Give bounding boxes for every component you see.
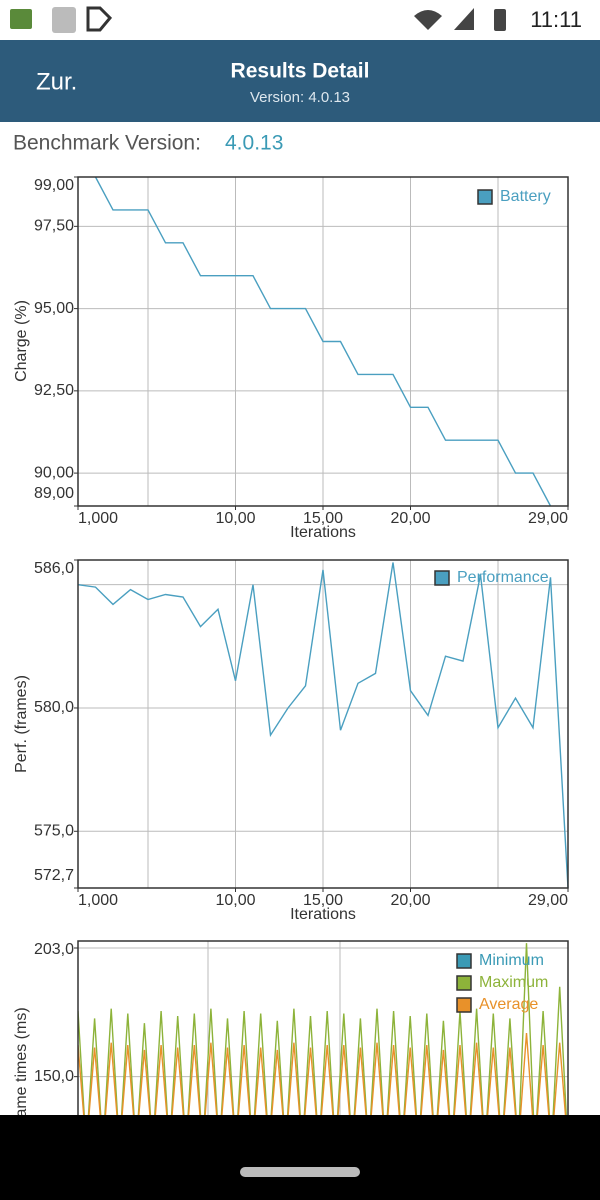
- y-axis-label: Perf. (frames): [13, 675, 30, 773]
- x-tick-label: 1,000: [78, 892, 118, 909]
- y-tick-label: 92,50: [34, 382, 74, 399]
- y-axis-label: Frame times (ms): [13, 1007, 30, 1132]
- nav-bar: [0, 1115, 600, 1200]
- charts: 89,00 90,00 92,50 95,00 97,50 99,00 1,000 10,00…: [13, 176, 569, 1200]
- y-tick-label: 575,0: [34, 822, 74, 839]
- status-icon: [10, 9, 32, 29]
- y-tick-label: 89,00: [34, 485, 74, 502]
- battery-icon: [494, 9, 506, 31]
- y-tick-label: 97,50: [34, 218, 74, 235]
- legend-swatch: [456, 953, 472, 969]
- x-tick-label: 15,00: [303, 892, 343, 909]
- x-tick-label: 29,00: [528, 892, 568, 909]
- x-axis-label: Iterations: [290, 524, 356, 541]
- screen-subtitle: Version: 4.0.13: [250, 89, 350, 106]
- y-tick-label: 580,0: [34, 699, 74, 716]
- x-tick-label: 20,00: [390, 510, 430, 527]
- y-axis-label: Charge (%): [13, 300, 30, 382]
- benchmark-version: 4.0.13: [225, 132, 283, 155]
- legend-label: Average: [479, 996, 538, 1013]
- clock: 11:11: [530, 7, 582, 32]
- status-bar: [0, 0, 600, 40]
- legend-swatch: [434, 570, 450, 586]
- signal-icon: [454, 8, 474, 30]
- legend-label: Minimum: [479, 952, 544, 969]
- legend-swatch: [477, 189, 493, 205]
- back-button[interactable]: Zur.: [36, 68, 77, 95]
- plot-frame: [77, 940, 569, 1200]
- x-tick-label: 10,00: [215, 510, 255, 527]
- x-tick-label: 29,00: [528, 510, 568, 527]
- data-line: [94, 176, 552, 507]
- status-icon: [52, 7, 76, 33]
- legend-swatch: [456, 975, 472, 991]
- screen-title: Results Detail: [231, 60, 370, 83]
- y-tick-label: 203,0: [34, 941, 74, 958]
- chart: 572,7 575,0 580,0 586,0 1,000 10,00 15,00 20,00…: [13, 559, 569, 923]
- status-icon: [86, 6, 113, 32]
- legend-swatch: [456, 997, 472, 1013]
- y-tick-label: 95,00: [34, 300, 74, 317]
- series-group: [94, 176, 552, 507]
- legend-label: Battery: [500, 188, 551, 205]
- x-axis-label: Iterations: [290, 906, 356, 923]
- wifi-icon: [414, 10, 442, 30]
- y-tick-label: 586,0: [34, 560, 74, 577]
- y-tick-label: 90,00: [34, 464, 74, 481]
- series-group: [77, 562, 569, 889]
- legend-label: Performance: [457, 569, 549, 586]
- legend-label: Maximum: [479, 974, 548, 991]
- y-tick-label: 572,7: [34, 867, 74, 884]
- data-line: [77, 562, 569, 889]
- app-bar: [0, 40, 600, 122]
- chart: 89,00 90,00 92,50 95,00 97,50 99,00 1,000 10,00…: [13, 176, 569, 541]
- y-tick-label: 99,00: [34, 177, 74, 194]
- x-tick-label: 10,00: [215, 892, 255, 909]
- home-handle[interactable]: [240, 1167, 360, 1177]
- y-tick-label: 150,0: [34, 1068, 74, 1085]
- benchmark-label: Benchmark Version:: [13, 132, 201, 155]
- x-tick-label: 20,00: [390, 892, 430, 909]
- x-tick-label: 1,000: [78, 510, 118, 527]
- x-tick-label: 15,00: [303, 510, 343, 527]
